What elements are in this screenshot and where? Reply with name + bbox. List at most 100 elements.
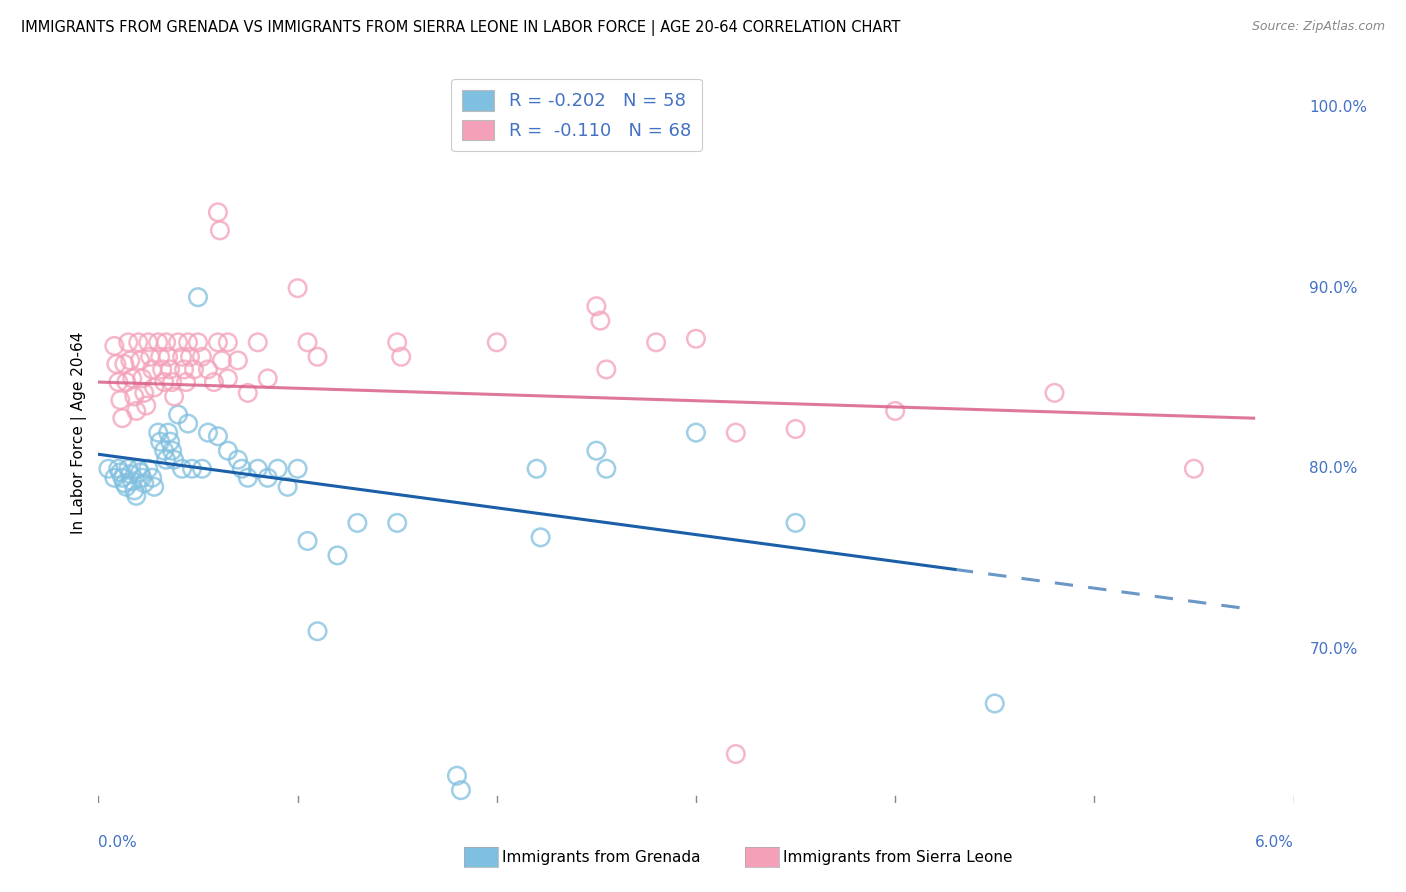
Text: 6.0%: 6.0% (1254, 835, 1294, 850)
Point (231, 461, 253, 475)
Point (143, 380, 166, 394)
Text: 90.0%: 90.0% (1309, 281, 1358, 295)
Point (177, 335, 200, 350)
Point (110, 466, 132, 480)
Point (191, 350, 214, 364)
Point (179, 350, 201, 364)
Point (97, 461, 120, 475)
Point (267, 461, 290, 475)
Point (326, 549, 349, 563)
Text: 100.0%: 100.0% (1309, 100, 1368, 115)
Point (246, 335, 269, 350)
Point (155, 335, 177, 350)
Point (163, 390, 186, 404)
Point (136, 461, 159, 475)
Point (125, 404, 148, 418)
Point (103, 339, 125, 353)
Point (346, 516, 368, 530)
Point (207, 335, 229, 350)
Point (236, 385, 259, 400)
Point (127, 461, 149, 475)
Point (121, 475, 143, 489)
Point (297, 533, 319, 548)
Point (589, 313, 612, 327)
Point (724, 425, 747, 440)
Point (645, 335, 668, 350)
Point (884, 404, 907, 418)
Point (485, 335, 508, 350)
Point (526, 461, 548, 475)
Point (172, 350, 194, 364)
Point (1043, 385, 1066, 400)
Point (150, 362, 173, 376)
Point (117, 461, 139, 475)
Point (226, 452, 249, 467)
Point (217, 335, 239, 350)
Point (111, 471, 134, 485)
Point (177, 417, 200, 431)
Point (136, 335, 159, 350)
Point (153, 375, 176, 389)
Point (307, 624, 329, 639)
Point (148, 425, 170, 440)
Text: Source: ZipAtlas.com: Source: ZipAtlas.com (1251, 20, 1385, 33)
Point (112, 476, 135, 491)
Point (159, 434, 181, 449)
Point (446, 769, 468, 783)
Point (149, 434, 172, 449)
Point (148, 335, 170, 350)
Point (197, 362, 219, 376)
Point (785, 516, 807, 530)
Point (226, 353, 249, 368)
Point (160, 375, 183, 389)
Point (141, 471, 163, 485)
Text: Immigrants from Sierra Leone: Immigrants from Sierra Leone (783, 850, 1012, 864)
Point (174, 375, 197, 389)
Point (172, 461, 194, 475)
Point (115, 375, 138, 389)
Point (389, 350, 412, 364)
Point (297, 335, 319, 350)
Point (125, 489, 148, 503)
Point (595, 362, 617, 376)
Text: 70.0%: 70.0% (1309, 642, 1358, 657)
Point (217, 443, 239, 458)
Point (450, 783, 472, 797)
Point (103, 471, 125, 485)
Point (129, 466, 152, 480)
Point (107, 375, 129, 389)
Point (307, 350, 329, 364)
Legend: R = -0.202   N = 58, R =  -0.110   N = 68: R = -0.202 N = 58, R = -0.110 N = 68 (451, 78, 702, 152)
Point (120, 353, 142, 368)
Point (202, 375, 225, 389)
Point (208, 223, 231, 237)
Point (112, 357, 135, 371)
Point (685, 332, 707, 346)
Point (134, 385, 156, 400)
Point (256, 371, 278, 385)
Point (529, 530, 551, 544)
Point (124, 483, 146, 498)
Point (197, 425, 219, 440)
Point (983, 697, 1005, 711)
Point (256, 471, 278, 485)
Point (139, 350, 162, 364)
Point (159, 362, 181, 376)
Text: IMMIGRANTS FROM GRENADA VS IMMIGRANTS FROM SIERRA LEONE IN LABOR FORCE | AGE 20-: IMMIGRANTS FROM GRENADA VS IMMIGRANTS FR… (21, 20, 900, 36)
Point (585, 443, 607, 458)
Point (149, 350, 172, 364)
Point (141, 362, 163, 376)
Point (127, 335, 149, 350)
Point (724, 747, 747, 761)
Point (143, 480, 166, 494)
Point (246, 461, 269, 475)
Point (181, 461, 204, 475)
Point (191, 461, 214, 475)
Point (183, 362, 205, 376)
Point (121, 371, 143, 385)
Point (157, 425, 180, 440)
Text: Immigrants from Grenada: Immigrants from Grenada (502, 850, 700, 864)
Point (131, 371, 153, 385)
Point (131, 471, 153, 485)
Point (211, 353, 233, 368)
